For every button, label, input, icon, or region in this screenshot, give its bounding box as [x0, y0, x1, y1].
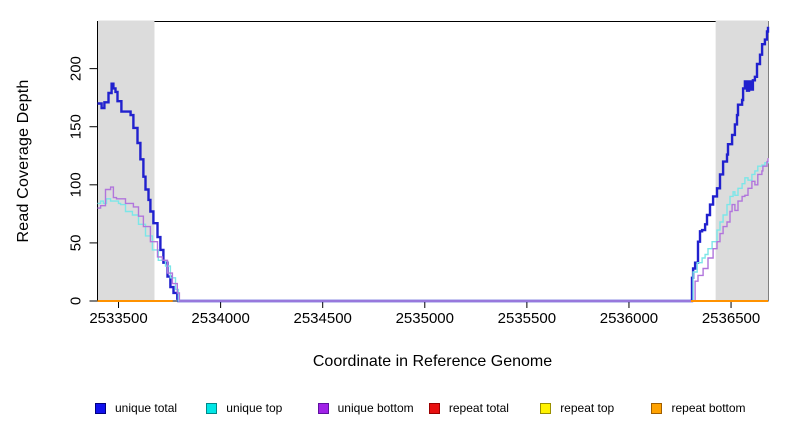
- x-tick-label: 2535000: [396, 310, 454, 327]
- x-axis-title: Coordinate in Reference Genome: [312, 353, 553, 370]
- series-unique-top-line: [97, 161, 769, 302]
- x-tick-label: 2534000: [191, 310, 249, 327]
- plot-border: [97, 21, 769, 302]
- y-tick-label: 200: [68, 56, 85, 81]
- y-tick-label: 50: [68, 235, 85, 252]
- legend-swatch-icon: [651, 402, 663, 414]
- x-tick-label: 2533500: [89, 310, 147, 327]
- legend-label: unique total: [115, 401, 178, 415]
- legend-item-repeat-top: repeat top: [540, 401, 651, 415]
- legend-item-unique-bottom: unique bottom: [317, 401, 429, 415]
- x-tick-label: 2534500: [293, 310, 351, 327]
- legend-item-unique-total: unique total: [95, 401, 206, 415]
- x-tick-label: 2536500: [702, 310, 760, 327]
- x-tick-label: 2535500: [498, 310, 556, 327]
- y-tick-label: 150: [68, 114, 85, 139]
- legend-item-repeat-total: repeat total: [428, 401, 540, 415]
- legend-swatch-icon: [317, 402, 329, 414]
- legend-item-unique-top: unique top: [206, 401, 317, 415]
- legend-label: repeat top: [560, 401, 615, 415]
- legend: unique total unique top unique bottom repea…: [0, 401, 792, 415]
- legend-item-repeat-bottom: repeat bottom: [651, 401, 762, 415]
- legend-label: unique bottom: [337, 401, 414, 415]
- repeat-region-band: [98, 20, 155, 301]
- legend-swatch-icon: [540, 402, 552, 414]
- legend-swatch-icon: [95, 402, 106, 414]
- series-unique-total-line: [97, 26, 770, 303]
- x-tick-label: 2536000: [600, 310, 658, 327]
- y-axis-title: Read Coverage Depth: [15, 79, 32, 243]
- y-tick-label: 100: [68, 172, 85, 197]
- legend-swatch-icon: [428, 402, 440, 414]
- legend-label: repeat total: [448, 401, 509, 415]
- legend-swatch-icon: [206, 402, 218, 414]
- legend-label: repeat bottom: [671, 401, 746, 415]
- y-tick-label: 0: [68, 297, 85, 305]
- series-unique-bottom-line: [97, 158, 769, 302]
- legend-label: unique top: [226, 401, 283, 415]
